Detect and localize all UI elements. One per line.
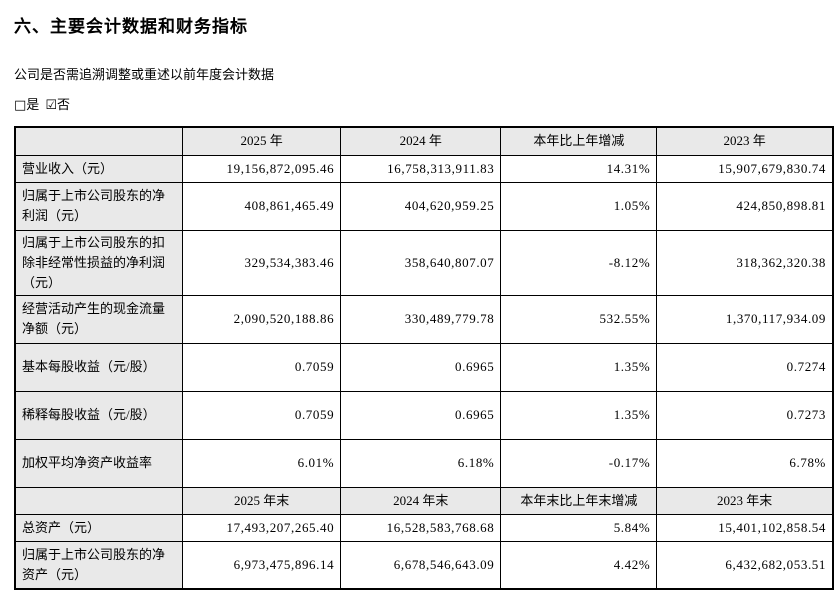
table-row-revenue: 营业收入（元） 19,156,872,095.46 16,758,313,911…	[14, 154, 834, 183]
cell-2025-value: 6,973,475,896.14	[182, 540, 342, 590]
cell-2023-value: 15,907,679,830.74	[656, 154, 834, 183]
cell-2024-value: 404,620,959.25	[340, 181, 502, 231]
row-label: 加权平均净资产收益率	[14, 438, 184, 488]
table-row-net-profit-excl-nonrecurring: 归属于上市公司股东的扣除非经常性损益的净利润（元） 329,534,383.46…	[14, 229, 834, 296]
cell-2023-value: 318,362,320.38	[656, 229, 834, 296]
option-yes: □是	[14, 97, 40, 113]
header-cell-2025: 2025 年	[182, 126, 342, 156]
cell-2025-value: 19,156,872,095.46	[182, 154, 342, 183]
header-cell-empty	[14, 126, 184, 156]
header-cell-2023-end: 2023 年末	[656, 486, 834, 515]
cell-change-value: 1.35%	[500, 390, 658, 440]
row-label: 经营活动产生的现金流量净额（元）	[14, 294, 184, 344]
cell-2023-value: 1,370,117,934.09	[656, 294, 834, 344]
cell-change-value: 532.55%	[500, 294, 658, 344]
cell-2024-value: 0.6965	[340, 390, 502, 440]
section-title: 六、主要会计数据和财务指标	[14, 17, 248, 36]
checkbox-unchecked-icon: □	[14, 98, 27, 113]
row-label: 归属于上市公司股东的净利润（元）	[14, 181, 184, 231]
table-row-net-assets: 归属于上市公司股东的净资产（元） 6,973,475,896.14 6,678,…	[14, 540, 834, 590]
cell-2025-value: 2,090,520,188.86	[182, 294, 342, 344]
cell-2024-value: 330,489,779.78	[340, 294, 502, 344]
financial-indicators-table: 2025 年 2024 年 本年比上年增减 2023 年 营业收入（元） 19,…	[14, 126, 834, 590]
cell-change-value: -0.17%	[500, 438, 658, 488]
cell-change-value: -8.12%	[500, 229, 658, 296]
cell-2023-value: 0.7274	[656, 342, 834, 392]
cell-change-value: 1.05%	[500, 181, 658, 231]
row-label: 归属于上市公司股东的扣除非经常性损益的净利润（元）	[14, 229, 184, 296]
cell-2023-value: 424,850,898.81	[656, 181, 834, 231]
table-header-year-end: 2025 年末 2024 年末 本年末比上年末增减 2023 年末	[14, 486, 834, 515]
cell-change-value: 14.31%	[500, 154, 658, 183]
cell-2023-value: 0.7273	[656, 390, 834, 440]
header-cell-2024-end: 2024 年末	[340, 486, 502, 515]
cell-change-value: 1.35%	[500, 342, 658, 392]
table-row-weighted-avg-roe: 加权平均净资产收益率 6.01% 6.18% -0.17% 6.78%	[14, 438, 834, 488]
cell-change-value: 5.84%	[500, 513, 658, 542]
option-yes-label: 是	[26, 97, 40, 112]
table-row-net-profit: 归属于上市公司股东的净利润（元） 408,861,465.49 404,620,…	[14, 181, 834, 231]
row-label: 归属于上市公司股东的净资产（元）	[14, 540, 184, 590]
cell-2024-value: 16,758,313,911.83	[340, 154, 502, 183]
cell-2025-value: 408,861,465.49	[182, 181, 342, 231]
cell-2025-value: 0.7059	[182, 390, 342, 440]
cell-2023-value: 6.78%	[656, 438, 834, 488]
checkbox-checked-icon: ☑	[45, 98, 57, 113]
header-cell-yoy-change: 本年比上年增减	[500, 126, 658, 156]
cell-2024-value: 16,528,583,768.68	[340, 513, 502, 542]
row-label: 基本每股收益（元/股）	[14, 342, 184, 392]
table-header-annual: 2025 年 2024 年 本年比上年增减 2023 年	[14, 126, 834, 156]
option-no: ☑否	[45, 97, 70, 113]
header-cell-empty	[14, 486, 184, 515]
option-no-label: 否	[56, 97, 70, 112]
header-cell-2023: 2023 年	[656, 126, 834, 156]
cell-2025-value: 17,493,207,265.40	[182, 513, 342, 542]
table-row-diluted-eps: 稀释每股收益（元/股） 0.7059 0.6965 1.35% 0.7273	[14, 390, 834, 440]
cell-2025-value: 6.01%	[182, 438, 342, 488]
header-cell-2024: 2024 年	[340, 126, 502, 156]
row-label: 营业收入（元）	[14, 154, 184, 183]
row-label: 稀释每股收益（元/股）	[14, 390, 184, 440]
table-row-operating-cash-flow: 经营活动产生的现金流量净额（元） 2,090,520,188.86 330,48…	[14, 294, 834, 344]
table-row-basic-eps: 基本每股收益（元/股） 0.7059 0.6965 1.35% 0.7274	[14, 342, 834, 392]
cell-2024-value: 6,678,546,643.09	[340, 540, 502, 590]
cell-2025-value: 0.7059	[182, 342, 342, 392]
cell-2025-value: 329,534,383.46	[182, 229, 342, 296]
cell-2023-value: 6,432,682,053.51	[656, 540, 834, 590]
table-row-total-assets: 总资产（元） 17,493,207,265.40 16,528,583,768.…	[14, 513, 834, 542]
restatement-options: □是 ☑否	[14, 94, 835, 113]
header-cell-2025-end: 2025 年末	[182, 486, 342, 515]
cell-2024-value: 0.6965	[340, 342, 502, 392]
cell-change-value: 4.42%	[500, 540, 658, 590]
row-label: 总资产（元）	[14, 513, 184, 542]
restatement-question: 公司是否需追溯调整或重述以前年度会计数据	[14, 67, 275, 82]
header-cell-year-end-change: 本年末比上年末增减	[500, 486, 658, 515]
cell-2023-value: 15,401,102,858.54	[656, 513, 834, 542]
cell-2024-value: 358,640,807.07	[340, 229, 502, 296]
cell-2024-value: 6.18%	[340, 438, 502, 488]
